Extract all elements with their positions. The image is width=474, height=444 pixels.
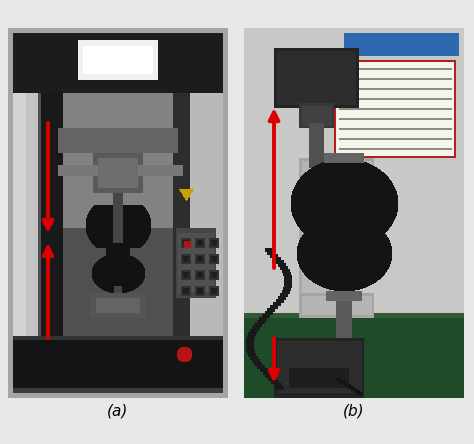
Text: (a): (a) — [107, 403, 128, 418]
Text: (b): (b) — [343, 403, 365, 418]
